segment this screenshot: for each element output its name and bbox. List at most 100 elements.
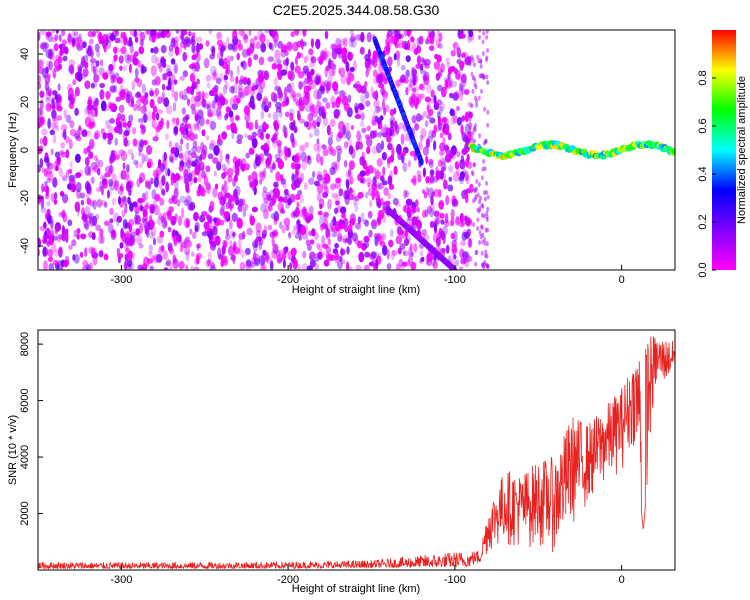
spectrogram-noise-cell [478, 30, 482, 33]
spectrogram-noise-cell [486, 48, 490, 53]
spectrogram-noise-cell [92, 255, 98, 266]
spectrogram-noise-cell [213, 217, 218, 223]
spectrogram-noise-cell [226, 55, 231, 63]
spectrogram-noise-cell [39, 116, 45, 124]
spectrogram-noise-cell [125, 139, 131, 147]
spectrogram-noise-cell [187, 172, 193, 182]
spectrogram-noise-cell [322, 97, 328, 103]
spectrogram-noise-cell [253, 160, 258, 170]
spectrogram-noise-cell [347, 237, 353, 246]
spectrogram-noise-cell [442, 116, 447, 124]
spectrogram-noise-cell [169, 156, 175, 164]
spectrogram-noise-cell [329, 118, 336, 127]
spectrogram-noise-cell [476, 54, 480, 60]
spectrogram-noise-cell [296, 100, 302, 106]
spectrogram-noise-cell [472, 198, 476, 204]
spectrogram-noise-cell [469, 183, 474, 194]
spectrogram-noise-cell [88, 151, 94, 160]
spectrogram-noise-cell [52, 68, 57, 78]
spectrogram-noise-cell [447, 72, 451, 80]
spectrogram-noise-cell [218, 58, 224, 67]
spectrogram-noise-cell [150, 177, 154, 185]
spectrogram-noise-cell [182, 70, 189, 78]
spectrogram-noise-cell [346, 139, 353, 147]
spectrogram-noise-cell [297, 71, 305, 79]
spectrogram-noise-cell [56, 156, 61, 163]
spectrogram-noise-cell [159, 197, 165, 206]
spectrogram-noise-cell [174, 213, 178, 220]
spectrogram-noise-cell [278, 91, 284, 98]
spectrogram-noise-cell [55, 125, 60, 132]
spectrogram-noise-cell [232, 177, 237, 187]
spectrogram-noise-cell [44, 81, 49, 92]
spectrogram-noise-cell [225, 228, 230, 236]
spectrogram-noise-cell [458, 82, 464, 92]
spectrogram-noise-cell [209, 200, 215, 212]
spectrogram-noise-cell [155, 112, 160, 121]
spectrogram-noise-cell [278, 111, 283, 118]
spectrogram-noise-cell [347, 266, 353, 270]
spectrogram-noise-cell [247, 121, 254, 131]
spectrogram-noise-cell [193, 266, 200, 270]
spectrogram-noise-cell [316, 101, 322, 107]
spectrogram-noise-cell [58, 234, 65, 240]
spectrogram-noise-cell [294, 178, 301, 189]
spectrogram-noise-cell [448, 164, 454, 173]
spectrogram-noise-cell [416, 206, 420, 213]
spectrogram-noise-cell [332, 248, 339, 255]
spectrogram-noise-cell [42, 136, 48, 147]
spectrogram-noise-cell [411, 206, 417, 214]
spectrogram-noise-cell [42, 67, 47, 79]
spectrogram-noise-cell [358, 251, 365, 263]
spectrogram-noise-cell [263, 70, 270, 81]
spectrogram-noise-cell [305, 216, 311, 224]
spectrogram-noise-cell [303, 182, 308, 191]
spectrogram-noise-cell [113, 54, 118, 62]
spectrogram-noise-cell [377, 76, 383, 85]
spectrogram-noise-cell [195, 91, 200, 98]
spectrogram-noise-cell [249, 95, 255, 106]
spectrogram-noise-cell [422, 167, 426, 178]
spectrogram-noise-cell [46, 169, 53, 175]
spectrogram-noise-cell [228, 110, 234, 118]
spectrogram-noise-cell [192, 64, 197, 74]
spectrogram-noise-cell [229, 76, 235, 82]
spectrogram-noise-cell [478, 230, 482, 236]
spectrogram-noise-cell [53, 43, 59, 52]
spectrogram-noise-cell [173, 64, 179, 75]
spectrogram-noise-cell [228, 219, 233, 230]
spectrogram-noise-cell [95, 30, 100, 34]
colorbar-title: Normalized spectral amplitude [736, 76, 748, 224]
spectrogram-noise-cell [304, 68, 310, 76]
spectrogram-noise-cell [473, 188, 477, 194]
spectrogram-noise-cell [431, 130, 437, 138]
spectrogram-noise-cell [419, 134, 424, 142]
spectrogram-noise-cell [290, 162, 298, 170]
colorbar-tick-label: 0.8 [697, 70, 709, 85]
spectrogram-noise-cell [100, 174, 107, 181]
spectrogram-noise-cell [294, 233, 300, 239]
spectrogram-noise-cell [98, 234, 103, 244]
spectrogram-noise-cell [278, 195, 283, 202]
spectrogram-noise-cell [300, 151, 307, 162]
spectrogram-noise-cell [69, 160, 73, 168]
spectrogram-noise-cell [52, 259, 60, 266]
spectrogram-noise-cell [230, 55, 234, 62]
spectrogram-noise-cell [387, 159, 391, 169]
spectrogram-noise-cell [73, 31, 79, 37]
spectrogram-noise-cell [185, 128, 189, 136]
spectrogram-noise-cell [460, 33, 466, 39]
spectrogram-noise-cell [147, 111, 152, 122]
spectrogram-noise-cell [69, 64, 75, 75]
spectrogram-noise-cell [253, 185, 257, 196]
colorbar-tick-label: 0.6 [697, 118, 709, 133]
spectrogram-noise-cell [296, 162, 302, 169]
spectrogram-noise-cell [449, 108, 455, 116]
spectrogram-noise-cell [260, 42, 267, 53]
spectrogram-noise-cell [141, 217, 145, 223]
spectrogram-noise-cell [47, 118, 51, 129]
spectrogram-noise-cell [74, 107, 79, 116]
spectrogram-noise-cell [80, 199, 85, 206]
spectrogram-noise-cell [356, 130, 361, 141]
